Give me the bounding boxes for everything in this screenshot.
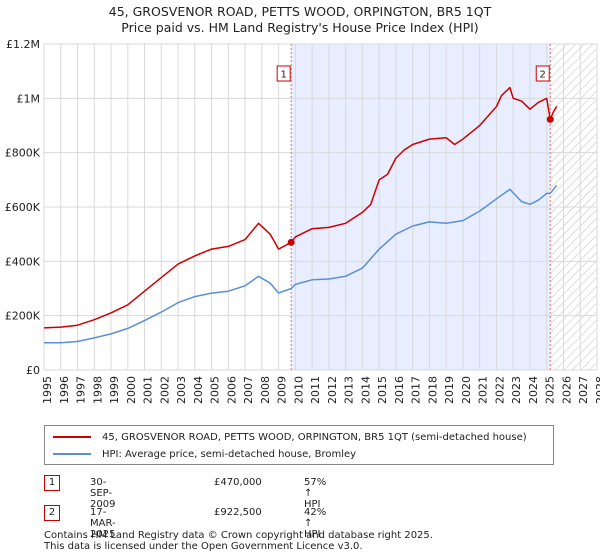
footer: Contains HM Land Registry data © Crown c… [44,530,564,552]
x-tick-label: 2015 [376,376,389,404]
x-tick-label: 2006 [225,376,238,404]
legend-label-property: 45, GROSVENOR ROAD, PETTS WOOD, ORPINGTO… [102,431,527,443]
x-tick-label: 2019 [443,376,456,404]
y-tick-label: £600K [5,201,41,214]
x-tick-label: 2026 [560,376,573,404]
y-tick-label: £0 [26,364,40,377]
x-tick-label: 2012 [326,376,339,404]
legend-item-hpi: HPI: Average price, semi-detached house,… [53,446,356,462]
x-tick-label: 2020 [460,376,473,404]
x-tick-label: 2000 [125,376,138,404]
x-tick-label: 2018 [426,376,439,404]
x-tick-label: 1999 [108,376,121,404]
x-tick-label: 2014 [359,376,372,404]
legend: 45, GROSVENOR ROAD, PETTS WOOD, ORPINGTO… [44,425,554,465]
sale-number-box [276,65,291,82]
legend-swatch-property [53,436,91,438]
hpi-line [44,184,558,344]
chart-title-line1: 45, GROSVENOR ROAD, PETTS WOOD, ORPINGTO… [108,4,492,19]
x-tick-label: 2028 [594,376,600,404]
sale-date: 17-MAR-2025 [90,507,116,540]
sale-price: £922,500 [214,507,262,518]
x-tick-label: 2025 [544,376,557,404]
y-tick-label: £1.2M [6,38,40,51]
legend-item-property: 45, GROSVENOR ROAD, PETTS WOOD, ORPINGTO… [53,429,527,445]
x-tick-label: 2013 [343,376,356,404]
sale-number-label: 2 [540,70,546,81]
price-chart: 1 2 £0 £200K £400K £600K £800K £1M £1.2M 1995 1996… [5,38,600,404]
footer-line1: Contains HM Land Registry data © Crown c… [44,530,433,541]
x-tick-label: 2017 [410,376,423,404]
chart-title-line2: Price paid vs. HM Land Registry's House … [121,20,479,35]
y-tick-label: £800K [5,147,41,160]
x-tick-label: 2005 [209,376,222,404]
sale-date: 30-SEP-2009 [90,477,116,510]
sale-price: £470,000 [214,477,262,488]
x-tick-label: 2010 [292,376,305,404]
sale-number-box [535,65,550,82]
sale-point [546,115,554,123]
x-tick-label: 2002 [158,376,171,404]
sale-hpi-change: 42% ↑ HPI [304,507,327,540]
x-tick-label: 1998 [91,376,104,404]
x-tick-label: 2016 [393,376,406,404]
x-tick-label: 2021 [477,376,490,404]
x-tick-label: 1996 [58,376,71,404]
x-tick-label: 2004 [192,376,205,404]
sale-point [287,238,295,246]
sale-number-label: 1 [280,70,286,81]
sale-number-badge: 2 [44,505,60,521]
sale-hpi-change: 57% ↑ HPI [304,477,327,510]
footer-line2: This data is licensed under the Open Gov… [44,541,363,552]
x-tick-label: 2023 [510,376,523,404]
sale-number-badge: 1 [44,475,60,491]
x-tick-label: 1995 [41,376,54,404]
y-tick-label: £400K [5,255,41,268]
x-tick-label: 2022 [493,376,506,404]
x-tick-label: 1997 [75,376,88,404]
x-tick-label: 2027 [577,376,590,404]
x-tick-label: 2011 [309,376,322,404]
x-tick-label: 2007 [242,376,255,404]
y-tick-label: £1M [17,92,41,105]
x-tick-label: 2008 [259,376,272,404]
x-tick-label: 2003 [175,376,188,404]
property-price-line [43,86,558,329]
y-tick-label: £200K [5,310,41,323]
legend-swatch-hpi [53,453,91,455]
legend-label-hpi: HPI: Average price, semi-detached house,… [102,448,357,460]
x-tick-label: 2009 [276,376,289,404]
x-tick-label: 2001 [142,376,155,404]
x-tick-label: 2024 [527,376,540,404]
